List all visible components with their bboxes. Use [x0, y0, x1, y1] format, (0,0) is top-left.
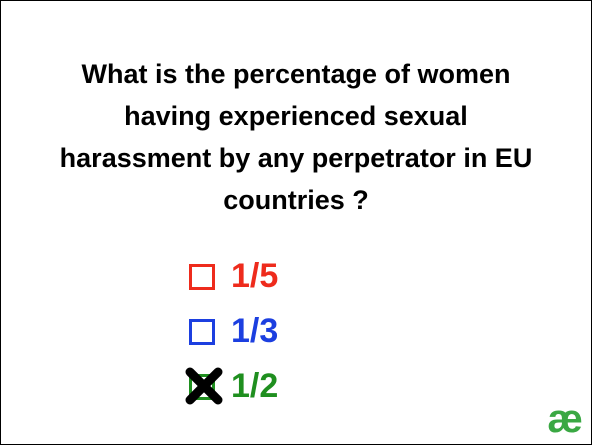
- option-label: 1/5: [231, 257, 279, 295]
- question-line: harassment by any perpetrator in EU: [59, 143, 533, 173]
- cross: [185, 367, 223, 405]
- cross-mark: [185, 367, 223, 405]
- checkbox: [189, 373, 215, 400]
- checkbox: [189, 318, 215, 345]
- option: 1/2: [185, 359, 279, 414]
- question-line: having experienced sexual: [124, 101, 468, 131]
- question: What is the percentage of women having ex…: [1, 53, 591, 221]
- question-line: countries ?: [223, 185, 369, 215]
- question-line: What is the percentage of women: [81, 59, 511, 89]
- options: 1/5 1/3 1/2: [185, 249, 279, 414]
- logo: æ: [547, 397, 583, 441]
- checkbox: [189, 263, 215, 290]
- option: 1/5: [189, 249, 278, 304]
- option: 1/3: [189, 304, 278, 359]
- option-label: 1/3: [231, 312, 279, 350]
- option-label: 1/2: [231, 367, 279, 405]
